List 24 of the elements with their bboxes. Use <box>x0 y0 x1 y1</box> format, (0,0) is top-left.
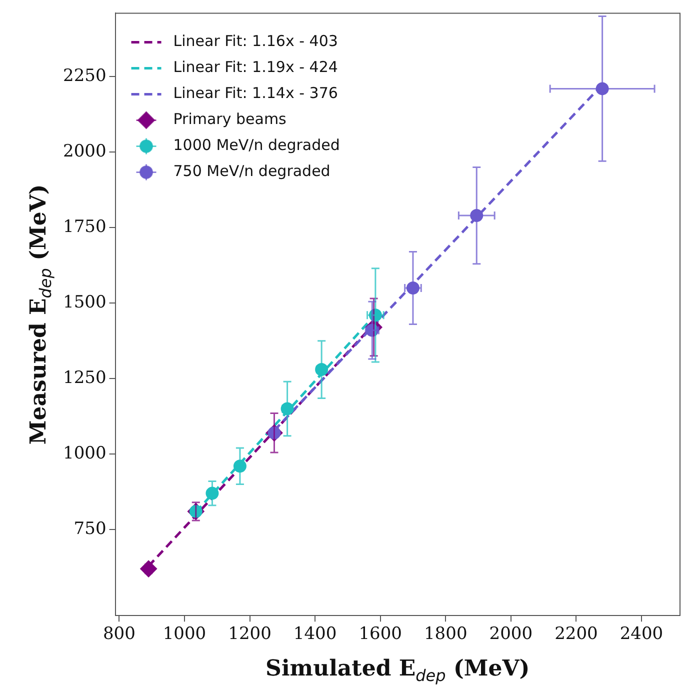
y-tick-label: 1750 <box>63 217 106 238</box>
y-tick-label: 2000 <box>63 142 106 162</box>
legend-label: 750 MeV/n degraded <box>173 162 330 180</box>
x-tick-label: 1400 <box>293 624 337 644</box>
x-tick-label: 1200 <box>228 624 272 644</box>
x-tick-label: 1000 <box>162 624 206 644</box>
legend-label: Primary beams <box>173 110 287 128</box>
x-tick-label: 800 <box>102 624 136 644</box>
y-tick-label: 1250 <box>63 368 106 388</box>
point <box>140 560 158 578</box>
y-tick-label: 1000 <box>63 443 106 464</box>
legend-label: Linear Fit: 1.19x - 424 <box>173 58 338 76</box>
legend-label: Linear Fit: 1.16x - 403 <box>173 32 338 50</box>
x-tick-label: 2000 <box>489 624 533 644</box>
legend-label: Linear Fit: 1.14x - 376 <box>173 84 338 102</box>
y-axis-title: Measured Edep (MeV) <box>26 184 55 445</box>
x-tick-label: 2200 <box>554 624 598 644</box>
x-tick-label: 1800 <box>424 624 468 644</box>
y-tick-label: 750 <box>74 518 106 539</box>
y-tick-label: 2250 <box>63 66 106 86</box>
x-tick-label: 2400 <box>620 624 664 644</box>
x-tick-label: 1600 <box>358 624 402 644</box>
legend-label: 1000 MeV/n degraded <box>173 136 340 154</box>
y-tick-label: 1500 <box>63 292 106 312</box>
